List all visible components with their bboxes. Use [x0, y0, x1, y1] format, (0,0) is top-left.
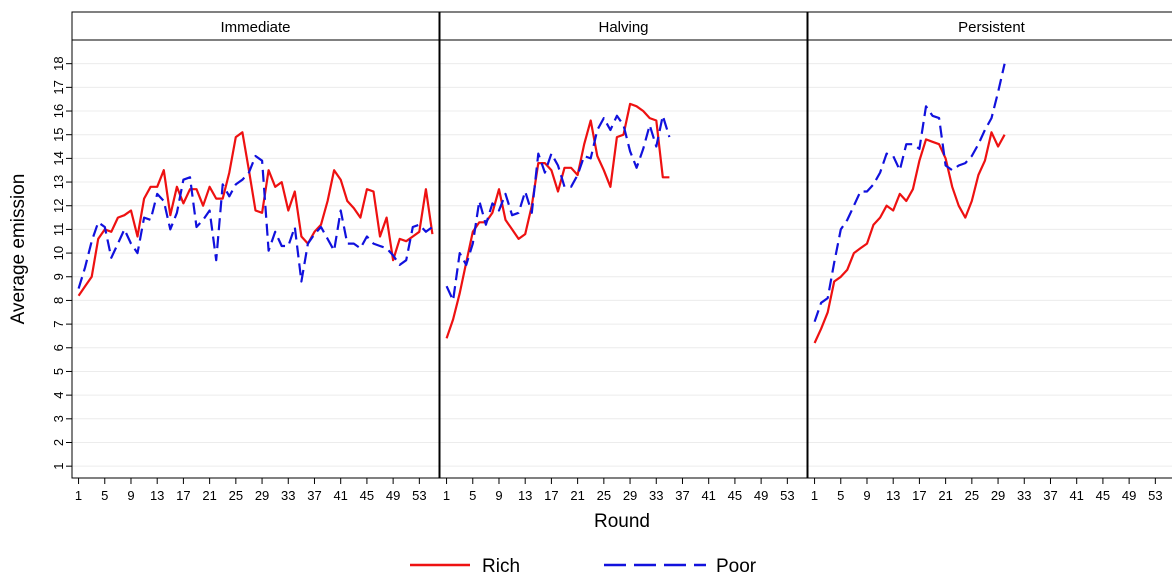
- y-tick-label: 17: [51, 80, 66, 94]
- x-tick-label: 5: [469, 488, 476, 503]
- x-tick-label: 49: [1122, 488, 1136, 503]
- x-tick-label: 41: [333, 488, 347, 503]
- panel-frame: [71, 39, 440, 479]
- x-tick-label: 5: [837, 488, 844, 503]
- x-tick-label: 25: [597, 488, 611, 503]
- x-tick-label: 49: [754, 488, 768, 503]
- x-tick-label: 17: [912, 488, 926, 503]
- y-tick-label: 13: [51, 175, 66, 189]
- panel-title: Immediate: [220, 19, 290, 36]
- x-tick-label: 33: [1017, 488, 1031, 503]
- x-tick-label: 21: [570, 488, 584, 503]
- y-tick-label: 8: [51, 297, 66, 304]
- y-tick-label: 10: [51, 246, 66, 260]
- x-tick-label: 9: [495, 488, 502, 503]
- x-tick-label: 29: [991, 488, 1005, 503]
- x-tick-label: 53: [412, 488, 426, 503]
- panel-header: [71, 11, 440, 41]
- x-tick-label: 1: [811, 488, 818, 503]
- y-tick-label: 15: [51, 127, 66, 141]
- x-tick-label: 9: [127, 488, 134, 503]
- panel-frame: [807, 39, 1172, 479]
- series-line-rich-persistent: [813, 131, 1006, 344]
- x-tick-label: 33: [281, 488, 295, 503]
- legend-item-poor: Poor: [604, 556, 757, 577]
- y-tick-label: 12: [51, 198, 66, 212]
- x-tick-label: 29: [623, 488, 637, 503]
- y-tick-label: 11: [51, 223, 66, 237]
- x-tick-label: 37: [675, 488, 689, 503]
- x-tick-label: 13: [518, 488, 532, 503]
- x-tick-label: 17: [544, 488, 558, 503]
- x-tick-label: 13: [886, 488, 900, 503]
- x-tick-label: 1: [75, 488, 82, 503]
- y-tick-label: 1: [51, 463, 66, 470]
- legend-label: Rich: [482, 556, 520, 577]
- y-axis-title: Average emission: [8, 174, 29, 325]
- panel-title: Halving: [598, 19, 648, 36]
- x-tick-label: 41: [1069, 488, 1083, 503]
- series-line-poor-persistent: [813, 63, 1006, 323]
- x-tick-label: 21: [938, 488, 952, 503]
- x-tick-label: 49: [386, 488, 400, 503]
- panel-frame: [439, 39, 808, 479]
- x-tick-label: 45: [728, 488, 742, 503]
- panel-persistent: Persistent 1 5 9 13 17 21 25 29 33 37 41 45 49 53: [807, 11, 1172, 503]
- y-tick-label: 18: [51, 56, 66, 70]
- x-tick-label: 37: [307, 488, 321, 503]
- y-tick-label: 6: [51, 344, 66, 351]
- x-tick-label: 29: [255, 488, 269, 503]
- legend: Rich Poor: [410, 556, 757, 577]
- y-tick-label: 14: [51, 151, 66, 165]
- x-tick-label: 17: [176, 488, 190, 503]
- series-line-poor-halving: [445, 114, 671, 302]
- x-tick-label: 1: [443, 488, 450, 503]
- y-tick-label: 2: [51, 439, 66, 446]
- series-line-rich-halving: [445, 102, 670, 339]
- y-tick-label: 9: [51, 273, 66, 280]
- x-tick-label: 41: [701, 488, 715, 503]
- y-tick-label: 7: [51, 320, 66, 327]
- x-tick-label: 21: [202, 488, 216, 503]
- x-tick-label: 53: [780, 488, 794, 503]
- series-line-rich-immediate: [77, 131, 434, 297]
- x-tick-label: 45: [360, 488, 374, 503]
- x-tick-label: 45: [1096, 488, 1110, 503]
- x-axis-title: Round: [594, 511, 650, 532]
- y-tick-label: 4: [51, 392, 66, 399]
- y-tick-label: 3: [51, 415, 66, 422]
- x-tick-label: 9: [863, 488, 870, 503]
- x-tick-label: 53: [1148, 488, 1162, 503]
- panel-halving: Halving 1 5 9 13 17 21 25 29 33 37 41 45 49 53: [439, 11, 808, 503]
- panel-title: Persistent: [958, 19, 1026, 36]
- x-tick-label: 5: [101, 488, 108, 503]
- x-tick-label: 33: [649, 488, 663, 503]
- series-line-poor-immediate: [77, 154, 434, 289]
- x-tick-label: 37: [1043, 488, 1057, 503]
- legend-label: Poor: [716, 556, 757, 577]
- legend-item-rich: Rich: [410, 556, 520, 577]
- panel-header: [439, 11, 808, 41]
- x-tick-label: 25: [229, 488, 243, 503]
- y-tick-label: 16: [51, 104, 66, 118]
- x-tick-label: 13: [150, 488, 164, 503]
- y-tick-label: 5: [51, 368, 66, 375]
- x-tick-label: 25: [965, 488, 979, 503]
